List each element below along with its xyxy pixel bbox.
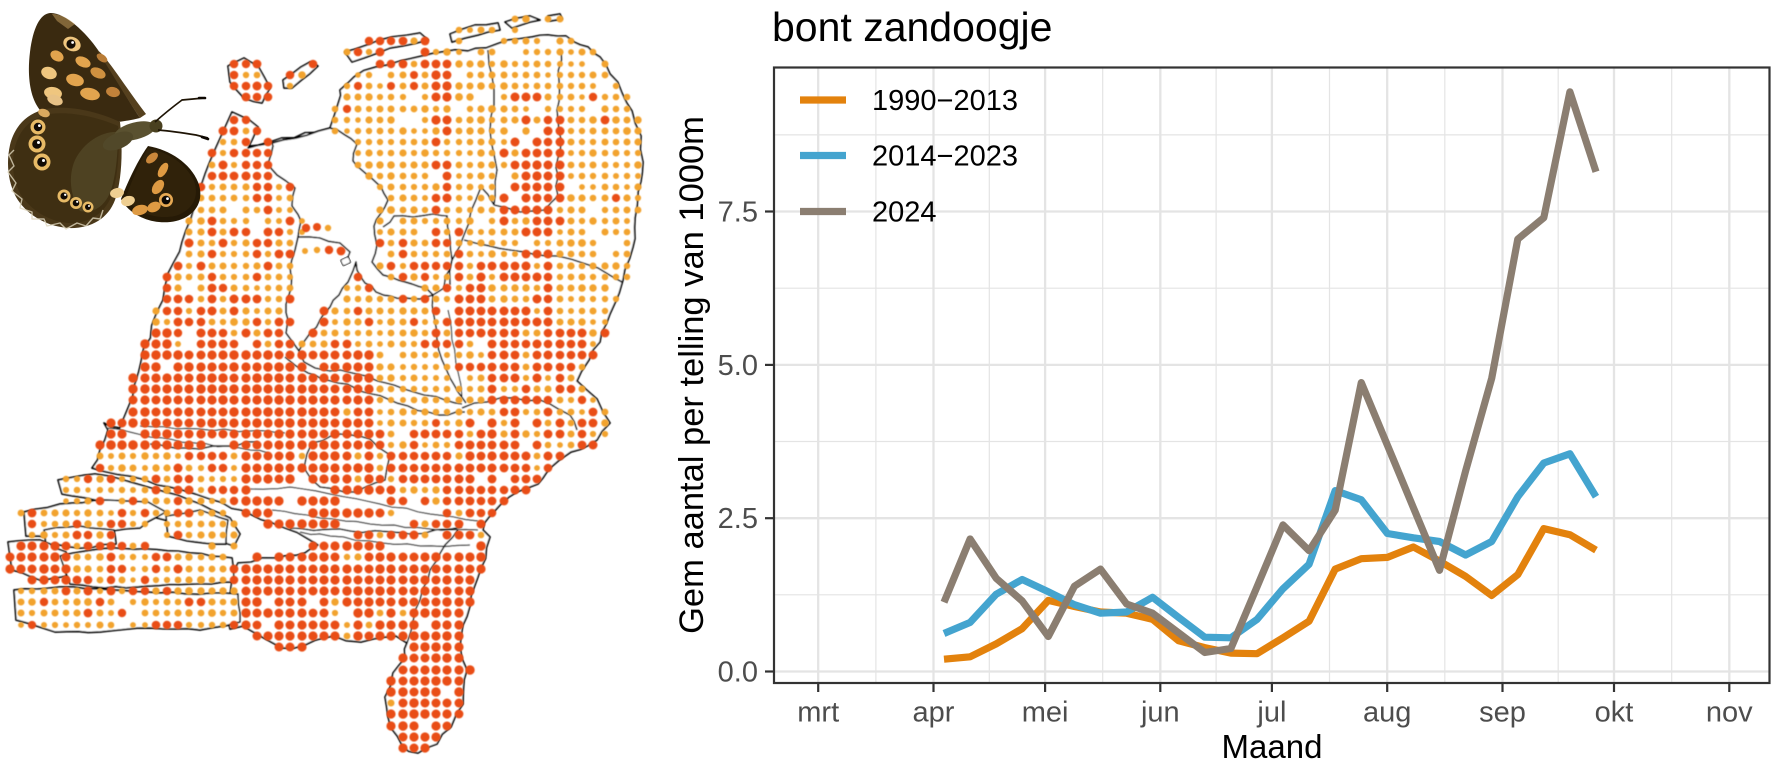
svg-text:aug: aug [1363,697,1411,729]
svg-text:jul: jul [1256,697,1286,729]
svg-text:5.0: 5.0 [718,350,758,382]
svg-text:okt: okt [1595,697,1634,729]
svg-text:mrt: mrt [797,697,839,729]
svg-text:apr: apr [913,697,955,729]
svg-text:2.5: 2.5 [718,503,758,535]
svg-text:2014−2023: 2014−2023 [872,141,1018,173]
svg-text:0.0: 0.0 [718,657,758,689]
svg-text:bont zandoogje: bont zandoogje [772,4,1052,50]
svg-text:jun: jun [1140,697,1180,729]
svg-text:mei: mei [1022,697,1069,729]
svg-text:sep: sep [1479,697,1526,729]
svg-text:2024: 2024 [872,197,937,229]
svg-text:Maand: Maand [1222,728,1323,765]
svg-text:7.5: 7.5 [718,197,758,229]
svg-text:1990−2013: 1990−2013 [872,85,1018,117]
svg-text:Gem aantal per telling van 100: Gem aantal per telling van 1000m [673,116,711,634]
svg-text:nov: nov [1706,697,1753,729]
